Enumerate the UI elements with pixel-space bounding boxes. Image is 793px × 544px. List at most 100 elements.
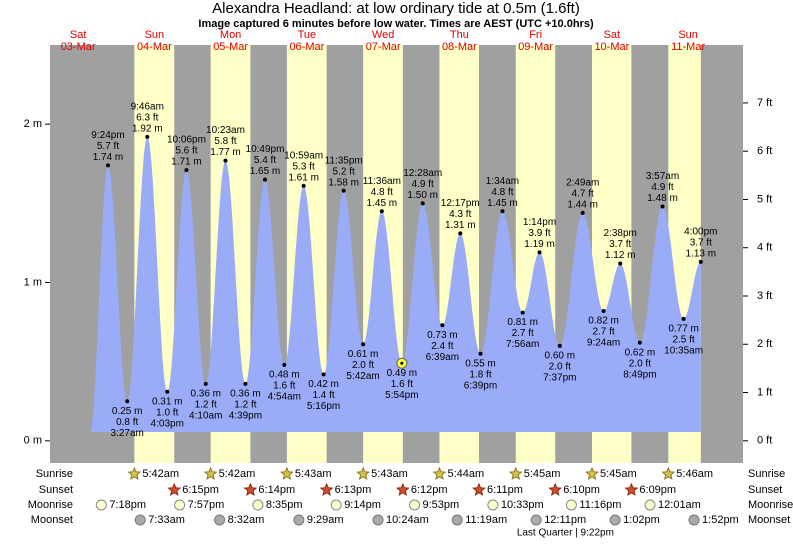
tide-label: 1.44 m [567,199,598,210]
tide-label: 4.8 ft [371,187,393,198]
sunrise-icon [661,466,676,480]
tide-label: 0.81 m [507,317,538,328]
tide-label: 1.77 m [210,147,241,158]
moonset-time: 7:33am [148,514,185,526]
tide-label: 1.65 m [250,166,281,177]
tide-label: 0.42 m [308,379,339,390]
sunset-time: 6:15pm [182,484,219,496]
tide-label: 0.36 m [190,388,221,399]
tide-label: 1.8 ft [469,369,491,380]
tide-label: 1.48 m [647,193,678,204]
moonrise-icon [330,499,342,511]
tide-label: 0.55 m [465,358,496,369]
tide-label: 2.7 ft [592,327,614,338]
y2-tick-label: 4 ft [757,242,772,254]
sunset-time: 6:09pm [639,484,676,496]
tide-label: 2.0 ft [352,360,374,371]
day-date: 08-Mar [442,41,477,53]
moonset-icon [451,514,463,526]
moonrise-time: 7:57pm [188,499,225,511]
tide-point [203,381,208,386]
moonrise-time: 7:18pm [109,499,146,511]
moonset-time: 12:11pm [544,514,586,526]
tide-point [557,343,562,348]
tide-label: 4.8 ft [491,187,513,198]
y2-tick-label: 3 ft [757,290,772,302]
tide-point [420,201,425,206]
moonrise-icon [487,499,499,511]
tide-point [379,209,384,214]
tide-label: 4.7 ft [572,188,594,199]
tide-point [262,177,267,182]
tide-label: 9:24am [587,338,620,349]
sunset-time: 6:14pm [258,484,295,496]
tide-label: 0.31 m [152,396,183,407]
sunrise-time: 5:44am [447,468,484,480]
tide-label: 10:23am [206,125,245,136]
tide-label: 1.74 m [93,152,124,163]
day-name: Fri [529,29,542,41]
tide-label: 0.48 m [269,369,300,380]
tide-point [165,389,170,394]
moonset-icon [530,514,542,526]
sunrise-icon [356,466,371,480]
moonset-time: 10:24am [386,514,429,526]
tide-point [618,261,623,266]
sunrise-icon [432,466,447,480]
moonset-time: 9:29am [307,514,344,526]
tide-label: 11:36am [363,176,401,187]
tide-label: 0.82 m [588,316,619,327]
sunset-icon [167,482,182,496]
tide-label: 10:06pm [167,135,206,146]
moonrise-icon [565,499,577,511]
moonset-time: 11:19am [465,514,507,526]
tide-point [440,323,445,328]
tide-label: 3.9 ft [528,228,550,239]
day-name: Sun [145,29,165,41]
sunrise-time: 5:43am [371,468,408,480]
tide-point [580,210,585,215]
tide-label: 6:39pm [464,380,497,391]
tide-label: 0.8 ft [116,417,138,428]
tide-label: 10:35am [664,346,703,357]
sunrise-time: 5:42am [142,468,179,480]
tide-label: 8:49pm [623,369,656,380]
tide-point [660,204,665,209]
tide-label: 10:59am [284,151,323,162]
tide-label: 2:49am [566,177,599,188]
tide-point [537,250,542,255]
tide-point [478,351,483,356]
tide-label: 3.7 ft [609,239,631,250]
tide-label: 7:37pm [543,372,576,383]
day-name: Tue [298,29,317,41]
day-date: 09-Mar [518,41,553,53]
moonset-icon [609,514,621,526]
tide-label: 12:17pm [441,198,480,209]
tide-point [500,209,505,214]
tide-label: 5.2 ft [333,166,355,177]
tide-point [301,183,306,188]
tide-label: 3:57am [646,171,679,182]
moonset-time: 8:32am [228,514,265,526]
tide-label: 1.92 m [132,123,163,134]
y2-tick-label: 1 ft [757,386,772,398]
moonset-time: 1:52pm [702,514,739,526]
y-tick-label: 0 m [24,435,42,447]
moonrise-time: 10:33pm [501,499,544,511]
tide-label: 1.2 ft [234,399,256,410]
moonset-icon [293,514,305,526]
tide-label: 4.9 ft [651,182,673,193]
sunset-time: 6:13pm [335,484,372,496]
sunrise-time: 5:43am [295,468,332,480]
moonrise-time: 9:14pm [344,499,381,511]
tide-label: 3.7 ft [690,238,712,249]
sunset-icon [319,482,334,496]
row-label: Moonset [31,514,73,526]
day-name: Sat [604,29,621,41]
tide-label: 2.7 ft [512,328,534,339]
moonrise-time: 8:35pm [266,499,303,511]
row-label: Sunrise [748,468,785,480]
tide-label: 1.2 ft [195,399,217,410]
tide-point [125,399,130,404]
